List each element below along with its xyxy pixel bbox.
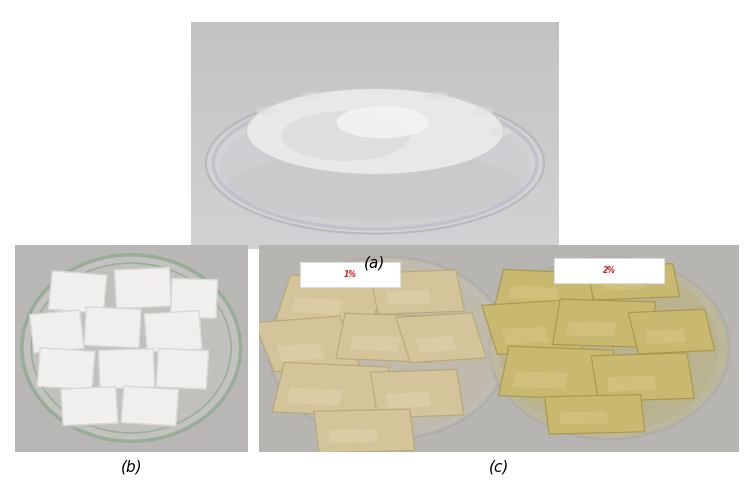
FancyBboxPatch shape (291, 297, 343, 314)
FancyBboxPatch shape (499, 346, 614, 400)
FancyBboxPatch shape (591, 353, 694, 401)
FancyBboxPatch shape (328, 429, 378, 443)
Ellipse shape (489, 127, 511, 136)
FancyBboxPatch shape (276, 343, 325, 362)
FancyBboxPatch shape (160, 384, 202, 392)
FancyBboxPatch shape (114, 267, 172, 308)
Ellipse shape (499, 263, 719, 433)
Ellipse shape (228, 152, 522, 220)
FancyBboxPatch shape (370, 370, 464, 418)
FancyBboxPatch shape (299, 262, 400, 287)
FancyBboxPatch shape (554, 258, 664, 283)
Ellipse shape (32, 263, 231, 433)
FancyBboxPatch shape (286, 387, 343, 406)
FancyBboxPatch shape (314, 409, 415, 453)
FancyBboxPatch shape (586, 263, 680, 300)
Ellipse shape (219, 109, 531, 227)
FancyBboxPatch shape (386, 392, 431, 408)
FancyBboxPatch shape (566, 321, 616, 337)
FancyBboxPatch shape (386, 290, 431, 305)
Ellipse shape (22, 255, 241, 441)
FancyBboxPatch shape (49, 271, 107, 313)
FancyBboxPatch shape (40, 383, 88, 392)
FancyBboxPatch shape (254, 316, 359, 372)
FancyBboxPatch shape (272, 362, 389, 417)
FancyBboxPatch shape (350, 335, 400, 352)
Ellipse shape (337, 106, 428, 138)
FancyBboxPatch shape (628, 309, 715, 354)
FancyBboxPatch shape (151, 346, 199, 355)
Ellipse shape (256, 106, 278, 116)
Ellipse shape (281, 111, 410, 161)
FancyBboxPatch shape (61, 387, 118, 426)
Text: (a): (a) (364, 255, 386, 270)
FancyBboxPatch shape (156, 348, 209, 389)
FancyBboxPatch shape (559, 411, 608, 425)
FancyBboxPatch shape (88, 342, 136, 351)
FancyBboxPatch shape (98, 349, 154, 389)
Ellipse shape (427, 91, 448, 101)
FancyBboxPatch shape (370, 270, 464, 314)
FancyBboxPatch shape (645, 329, 686, 344)
FancyBboxPatch shape (553, 299, 656, 347)
FancyBboxPatch shape (104, 384, 152, 392)
FancyBboxPatch shape (336, 313, 441, 362)
FancyBboxPatch shape (84, 307, 141, 348)
FancyBboxPatch shape (38, 348, 95, 390)
Text: 2%: 2% (603, 266, 616, 275)
Ellipse shape (246, 88, 504, 175)
FancyBboxPatch shape (494, 269, 599, 311)
FancyBboxPatch shape (396, 313, 487, 363)
FancyBboxPatch shape (512, 371, 568, 389)
Text: 1%: 1% (344, 270, 356, 279)
Text: (b): (b) (121, 459, 142, 474)
FancyBboxPatch shape (52, 306, 100, 316)
FancyBboxPatch shape (502, 326, 549, 345)
FancyBboxPatch shape (482, 300, 584, 355)
Ellipse shape (472, 106, 494, 116)
FancyBboxPatch shape (174, 314, 212, 321)
FancyBboxPatch shape (509, 286, 560, 300)
FancyBboxPatch shape (144, 310, 202, 352)
Ellipse shape (278, 263, 499, 433)
FancyBboxPatch shape (120, 303, 168, 311)
FancyBboxPatch shape (607, 376, 657, 392)
FancyBboxPatch shape (170, 278, 217, 318)
FancyBboxPatch shape (602, 278, 646, 290)
FancyBboxPatch shape (38, 346, 81, 355)
FancyBboxPatch shape (124, 420, 172, 429)
FancyBboxPatch shape (29, 310, 84, 353)
FancyBboxPatch shape (544, 395, 645, 434)
Text: (c): (c) (488, 459, 509, 474)
FancyBboxPatch shape (67, 420, 114, 428)
FancyBboxPatch shape (415, 336, 458, 353)
FancyBboxPatch shape (121, 386, 178, 426)
Ellipse shape (489, 257, 729, 439)
FancyBboxPatch shape (276, 275, 386, 326)
Ellipse shape (302, 91, 323, 101)
Ellipse shape (268, 257, 509, 439)
Ellipse shape (206, 93, 544, 234)
